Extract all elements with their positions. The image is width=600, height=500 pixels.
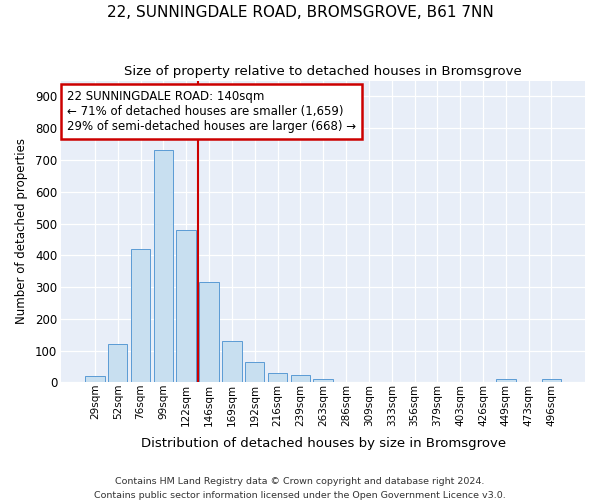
Bar xyxy=(85,376,104,382)
Bar xyxy=(245,362,265,382)
Bar xyxy=(108,344,127,382)
Bar xyxy=(290,376,310,382)
Y-axis label: Number of detached properties: Number of detached properties xyxy=(15,138,28,324)
Text: Contains HM Land Registry data © Crown copyright and database right 2024.
Contai: Contains HM Land Registry data © Crown c… xyxy=(94,478,506,500)
Bar xyxy=(222,341,242,382)
Bar xyxy=(154,150,173,382)
Text: 22, SUNNINGDALE ROAD, BROMSGROVE, B61 7NN: 22, SUNNINGDALE ROAD, BROMSGROVE, B61 7N… xyxy=(107,5,493,20)
Bar xyxy=(131,249,150,382)
Text: 22 SUNNINGDALE ROAD: 140sqm
← 71% of detached houses are smaller (1,659)
29% of : 22 SUNNINGDALE ROAD: 140sqm ← 71% of det… xyxy=(67,90,356,132)
Bar xyxy=(496,379,515,382)
Bar xyxy=(176,230,196,382)
Bar xyxy=(542,379,561,382)
Title: Size of property relative to detached houses in Bromsgrove: Size of property relative to detached ho… xyxy=(124,65,522,78)
Bar xyxy=(313,379,333,382)
Bar xyxy=(199,282,219,382)
X-axis label: Distribution of detached houses by size in Bromsgrove: Distribution of detached houses by size … xyxy=(140,437,506,450)
Bar xyxy=(268,373,287,382)
